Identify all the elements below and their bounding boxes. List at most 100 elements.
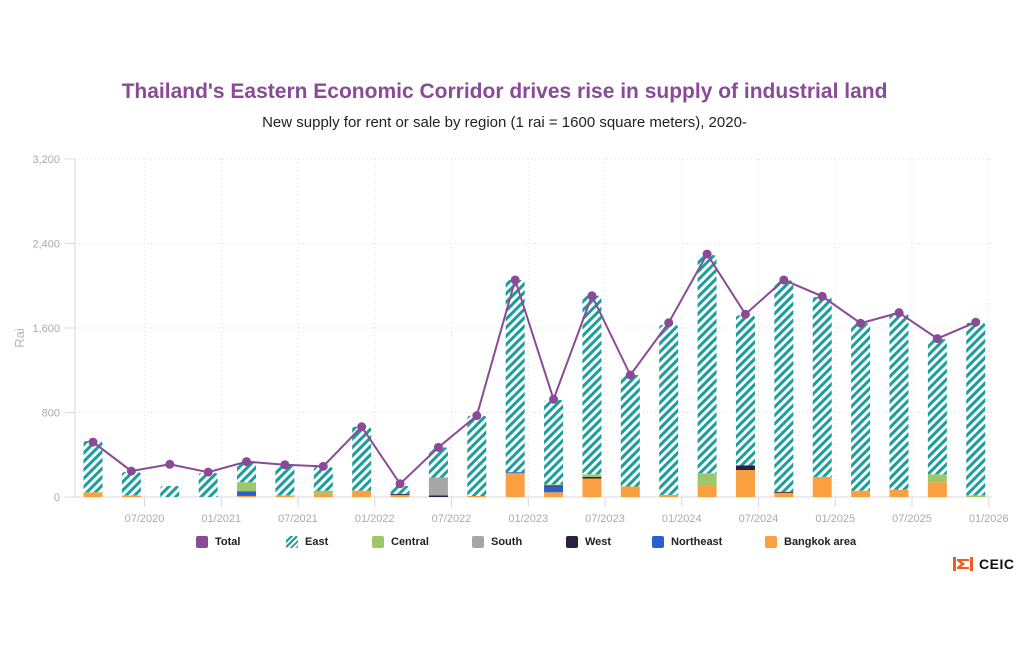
legend-label: Bangkok area bbox=[784, 536, 857, 548]
x-tick-label: 07/2023 bbox=[585, 513, 625, 525]
legend-item-total[interactable]: Total bbox=[196, 536, 240, 548]
bars bbox=[83, 255, 986, 497]
legend-item-east[interactable]: East bbox=[286, 536, 328, 548]
bar-segment-east bbox=[198, 472, 218, 497]
total-point bbox=[280, 460, 290, 470]
bar-segment-bangkok-area bbox=[812, 476, 832, 497]
bar-stack bbox=[467, 415, 487, 497]
bar-segment-bangkok-area bbox=[505, 473, 525, 497]
bar-segment-east bbox=[851, 323, 871, 491]
bar-segment-bangkok-area bbox=[121, 495, 141, 497]
bar-segment-bangkok-area bbox=[275, 495, 295, 497]
ceic-logo-text: CEIC bbox=[979, 556, 1015, 572]
legend-label: Total bbox=[215, 536, 241, 548]
y-axis-label: Rai bbox=[12, 328, 27, 348]
bar-stack bbox=[966, 322, 986, 497]
total-point bbox=[126, 466, 136, 476]
total-point bbox=[433, 442, 443, 452]
bar-segment-east bbox=[275, 465, 295, 496]
total-point bbox=[165, 459, 175, 469]
total-point bbox=[817, 291, 827, 301]
y-tick-label: 3,200 bbox=[32, 154, 60, 166]
legend-label: Northeast bbox=[671, 536, 723, 548]
legend-label: Central bbox=[391, 536, 429, 548]
chart-subtitle: New supply for rent or sale by region (1… bbox=[262, 114, 747, 131]
bar-segment-bangkok-area bbox=[83, 492, 103, 497]
bar-segment-central bbox=[927, 474, 947, 483]
bar-segment-northeast bbox=[237, 491, 257, 496]
bar-segment-bangkok-area bbox=[659, 494, 679, 497]
total-point bbox=[472, 411, 482, 421]
legend-item-south[interactable]: South bbox=[472, 536, 522, 548]
total-point bbox=[971, 317, 981, 327]
bar-segment-east bbox=[927, 339, 947, 475]
legend-item-central[interactable]: Central bbox=[372, 536, 429, 548]
bar-segment-bangkok-area bbox=[390, 494, 410, 497]
x-tick-labels: 07/2020 01/2021 07/2021 01/2022 07/2022 01/20… bbox=[125, 513, 1009, 525]
x-tick-label: 01/2025 bbox=[815, 513, 855, 525]
x-tick-label: 01/2023 bbox=[508, 513, 548, 525]
bar-segment-west bbox=[582, 476, 602, 479]
x-tick-label: 07/2025 bbox=[892, 513, 932, 525]
legend-label: West bbox=[585, 536, 612, 548]
bar-stack bbox=[659, 324, 679, 497]
bar-segment-east bbox=[121, 471, 141, 496]
bar-segment-east bbox=[774, 280, 794, 492]
chart-title: Thailand's Eastern Economic Corridor dri… bbox=[121, 80, 888, 103]
bar-stack bbox=[851, 323, 871, 497]
bar-segment-east bbox=[237, 462, 257, 483]
legend-item-bangkok-area[interactable]: Bangkok area bbox=[765, 536, 856, 548]
bar-segment-east bbox=[390, 485, 410, 494]
bar-segment-west bbox=[390, 493, 410, 495]
bar-stack bbox=[198, 472, 218, 497]
ceic-logo: CEIC bbox=[953, 556, 1014, 572]
total-point bbox=[894, 308, 904, 318]
total-point bbox=[242, 457, 252, 467]
y-tick-label: 0 bbox=[54, 492, 60, 504]
x-tick-label: 07/2021 bbox=[278, 513, 318, 525]
bar-segment-east bbox=[544, 399, 564, 485]
bar-stack bbox=[313, 466, 333, 497]
bar-stack bbox=[620, 375, 640, 497]
bar-segment-northeast bbox=[505, 472, 525, 474]
legend-swatch-icon bbox=[372, 536, 384, 548]
legend-item-northeast[interactable]: Northeast bbox=[652, 536, 722, 548]
bar-segment-central bbox=[237, 482, 257, 492]
bar-segment-east bbox=[889, 313, 909, 490]
total-point bbox=[702, 249, 712, 259]
total-point bbox=[88, 437, 98, 447]
bar-segment-bangkok-area bbox=[582, 478, 602, 497]
total-line bbox=[92, 252, 977, 486]
total-point bbox=[203, 467, 213, 477]
bar-segment-northeast bbox=[544, 486, 564, 493]
legend-swatch-icon bbox=[196, 536, 208, 548]
y-tick-label: 800 bbox=[42, 408, 60, 420]
total-point bbox=[357, 422, 367, 432]
bar-segment-bangkok-area bbox=[352, 490, 372, 497]
total-point bbox=[932, 334, 942, 344]
bar-segment-bangkok-area bbox=[237, 495, 257, 497]
bar-stack bbox=[160, 485, 180, 497]
x-tick-label: 07/2020 bbox=[125, 513, 165, 525]
bar-segment-bangkok-area bbox=[620, 486, 640, 497]
bar-segment-bangkok-area bbox=[889, 489, 909, 497]
bar-stack bbox=[505, 279, 525, 497]
bar-segment-bangkok-area bbox=[467, 495, 487, 497]
legend-item-west[interactable]: West bbox=[566, 536, 611, 548]
bar-stack bbox=[390, 485, 410, 497]
bar-stack bbox=[927, 339, 947, 497]
y-tick-labels: 0 800 1,600 2,400 3,200 bbox=[32, 154, 60, 504]
bar-segment-bangkok-area bbox=[697, 485, 717, 497]
bar-segment-central bbox=[544, 484, 564, 486]
bar-stack bbox=[275, 465, 295, 497]
bar-segment-east bbox=[505, 279, 525, 473]
bar-segment-bangkok-area bbox=[774, 492, 794, 497]
bar-segment-east bbox=[966, 322, 986, 496]
bar-stack bbox=[735, 315, 755, 497]
bar-segment-east bbox=[735, 315, 755, 466]
y-tick-label: 2,400 bbox=[32, 239, 60, 251]
bar-segment-east bbox=[467, 415, 487, 496]
x-tick-label: 01/2026 bbox=[969, 513, 1009, 525]
bar-segment-east bbox=[160, 485, 180, 497]
